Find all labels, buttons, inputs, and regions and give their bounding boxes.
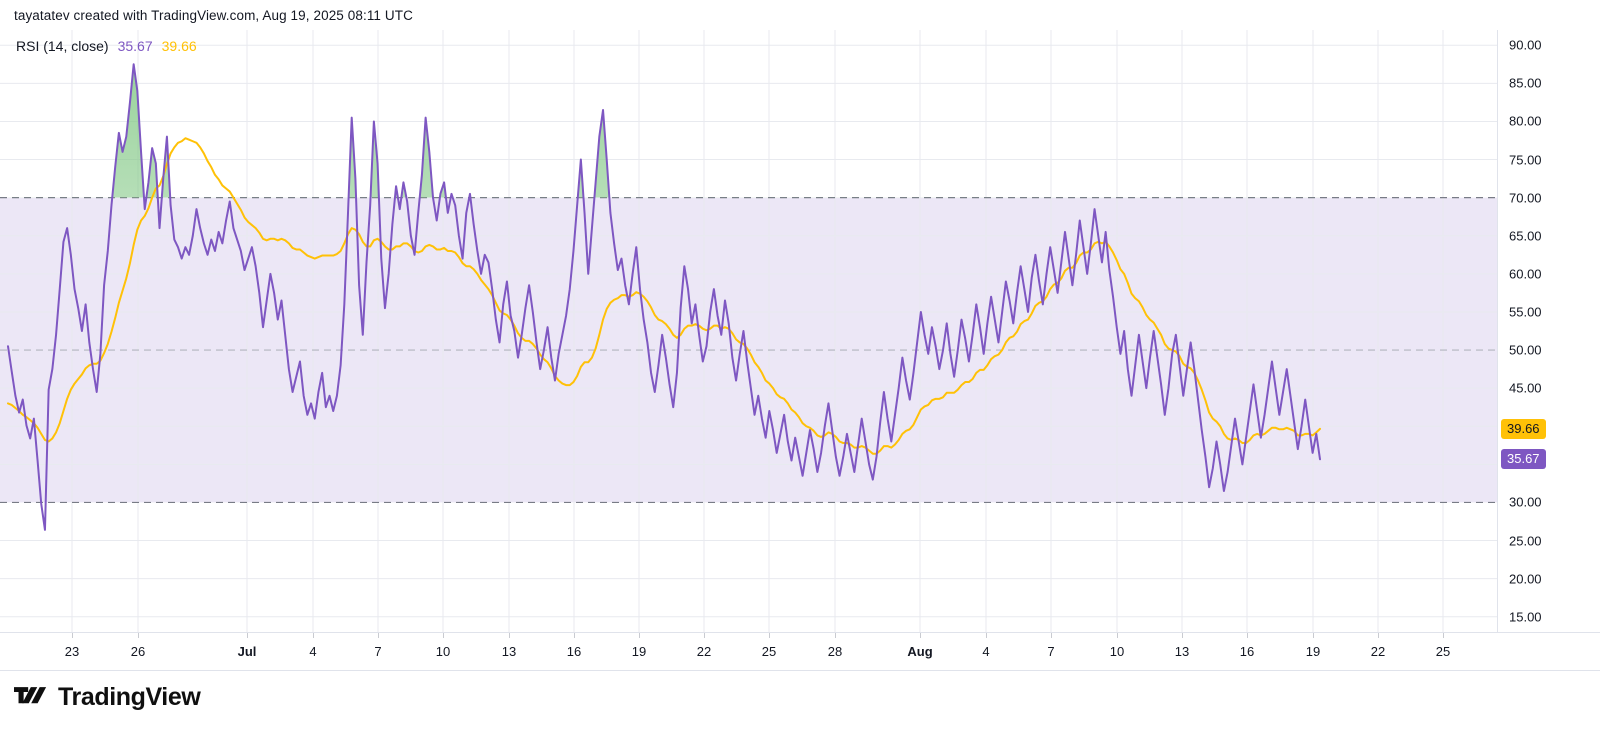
price-axis-tick: 85.00: [1509, 75, 1542, 91]
time-axis-mark: [509, 633, 510, 638]
time-axis-tick: 4: [309, 644, 317, 659]
time-axis-tick: 28: [827, 644, 843, 659]
time-axis-tick: 16: [566, 644, 582, 659]
time-axis-mark: [639, 633, 640, 638]
time-axis-tick: 10: [1109, 644, 1125, 659]
time-axis-mark: [1051, 633, 1052, 638]
time-axis-mark: [443, 633, 444, 638]
legend-rsi-value: 35.67: [117, 38, 153, 54]
price-axis-tick: 45.00: [1509, 380, 1542, 396]
time-axis-mark: [1182, 633, 1183, 638]
time-axis-tick: Aug: [907, 644, 933, 659]
time-axis-mark: [1247, 633, 1248, 638]
time-axis-tick: 25: [1435, 644, 1451, 659]
time-axis-mark: [986, 633, 987, 638]
time-axis-tick: 19: [1305, 644, 1321, 659]
time-axis-mark: [1443, 633, 1444, 638]
tradingview-wordmark: TradingView: [58, 683, 201, 711]
price-axis-tick: 80.00: [1509, 113, 1542, 129]
time-axis-tick: 26: [130, 644, 146, 659]
time-axis-mark: [378, 633, 379, 638]
time-axis[interactable]: 23 26 Jul 4 7 10 13 16 19 22 25 28 Aug 4 7 10 13 16 19 22 25: [0, 632, 1600, 670]
chart-footer: TradingView: [0, 670, 1600, 745]
time-axis-mark: [704, 633, 705, 638]
series-line-rsi: [7, 63, 1321, 531]
time-axis-tick: 25: [761, 644, 777, 659]
price-badge-purple: 35.67: [1501, 449, 1546, 470]
time-axis-tick: 4: [982, 644, 990, 659]
price-axis-tick: 60.00: [1509, 266, 1542, 282]
time-axis-mark: [1378, 633, 1379, 638]
price-badge-yellow: 39.66: [1501, 418, 1546, 439]
price-axis-tick: 20.00: [1509, 571, 1542, 587]
time-axis-tick: 13: [1174, 644, 1190, 659]
time-axis-mark: [72, 633, 73, 638]
price-axis-tick: 55.00: [1509, 304, 1542, 320]
legend-indicator-title: RSI (14, close): [16, 38, 109, 54]
time-axis-mark: [920, 633, 921, 638]
price-axis-tick: 75.00: [1509, 152, 1542, 168]
time-axis-tick: 19: [631, 644, 647, 659]
time-axis-tick: 22: [696, 644, 712, 659]
legend-ma-value: 39.66: [161, 38, 197, 54]
time-axis-tick: 7: [374, 644, 382, 659]
rsi-plot-svg: [0, 30, 1497, 632]
time-axis-mark: [835, 633, 836, 638]
price-axis-tick: 90.00: [1509, 37, 1542, 53]
time-axis-tick: 22: [1370, 644, 1386, 659]
chart-plot-area[interactable]: [0, 30, 1497, 632]
attribution-text: tayatatev created with TradingView.com, …: [14, 8, 413, 23]
time-axis-mark: [1117, 633, 1118, 638]
time-axis-mark: [769, 633, 770, 638]
time-axis-mark: [574, 633, 575, 638]
time-axis-tick: Jul: [237, 644, 257, 659]
chart-frame: RSI (14, close) 35.67 39.66 90.00 85.00 80…: [0, 30, 1600, 670]
price-axis-tick: 15.00: [1509, 609, 1542, 625]
price-axis[interactable]: 90.00 85.00 80.00 75.00 70.00 65.00 60.00 55.00…: [1497, 30, 1600, 670]
time-axis-tick: 16: [1239, 644, 1255, 659]
time-axis-tick: 23: [64, 644, 80, 659]
time-axis-mark: [1313, 633, 1314, 638]
price-axis-tick: 30.00: [1509, 494, 1542, 510]
chart-legend[interactable]: RSI (14, close) 35.67 39.66: [16, 38, 197, 54]
time-axis-mark: [247, 633, 248, 638]
tradingview-mark-icon: [14, 686, 47, 703]
series-line-rsi-ma: [7, 137, 1321, 455]
price-axis-tick: 65.00: [1509, 228, 1542, 244]
time-axis-mark: [138, 633, 139, 638]
time-axis-mark: [313, 633, 314, 638]
tradingview-logo[interactable]: TradingView: [14, 683, 201, 711]
price-axis-tick: 50.00: [1509, 342, 1542, 358]
price-axis-tick: 70.00: [1509, 190, 1542, 206]
time-axis-tick: 10: [435, 644, 451, 659]
price-axis-tick: 25.00: [1509, 533, 1542, 549]
time-axis-tick: 7: [1047, 644, 1055, 659]
time-axis-tick: 13: [501, 644, 517, 659]
